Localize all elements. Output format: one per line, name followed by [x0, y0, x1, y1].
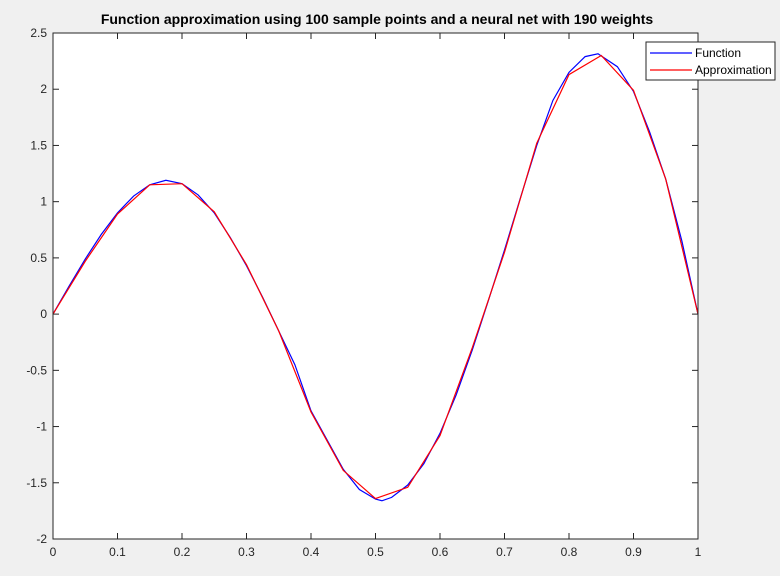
y-tick-label: 2: [40, 82, 47, 96]
legend-label-function: Function: [695, 46, 741, 60]
y-tick-label: -1.5: [26, 476, 47, 490]
legend-box: [645, 41, 776, 81]
x-tick-label: 1: [695, 545, 702, 559]
x-tick-label: 0.7: [496, 545, 513, 559]
x-tick-label: 0.5: [367, 545, 384, 559]
x-tick-label: 0: [50, 545, 57, 559]
series-line-approximation: [52, 54, 699, 500]
series-line-function: [52, 53, 699, 502]
y-tick-label: -2: [36, 532, 47, 546]
x-tick-label: 0.6: [432, 545, 449, 559]
y-tick-label: -1: [36, 420, 47, 434]
y-axis-ticks: -2 -1.5 -1 -0.5 0 0.5 1 1.5 2 2.5: [26, 26, 698, 546]
x-tick-label: 0.9: [625, 545, 642, 559]
x-tick-label: 0.4: [303, 545, 320, 559]
y-tick-label: 0.5: [30, 251, 47, 265]
x-tick-label: 0.1: [109, 545, 126, 559]
legend[interactable]: Function Approximation: [645, 41, 776, 81]
chart-title: Function approximation using 100 sample …: [101, 11, 654, 27]
y-tick-label: 1.5: [30, 138, 47, 152]
y-tick-label: 1: [40, 195, 47, 209]
x-tick-label: 0.3: [238, 545, 255, 559]
x-tick-label: 0.2: [174, 545, 191, 559]
x-axis-ticks: 0 0.1 0.2 0.3 0.4 0.5 0.6 0.7 0.8 0.9 1: [50, 33, 702, 559]
y-tick-label: 2.5: [30, 26, 47, 40]
plot-area: [53, 33, 698, 539]
x-tick-label: 0.8: [561, 545, 578, 559]
legend-label-approximation: Approximation: [695, 63, 772, 77]
series-layer: [52, 53, 699, 502]
y-tick-label: -0.5: [26, 363, 47, 377]
y-tick-label: 0: [40, 307, 47, 321]
